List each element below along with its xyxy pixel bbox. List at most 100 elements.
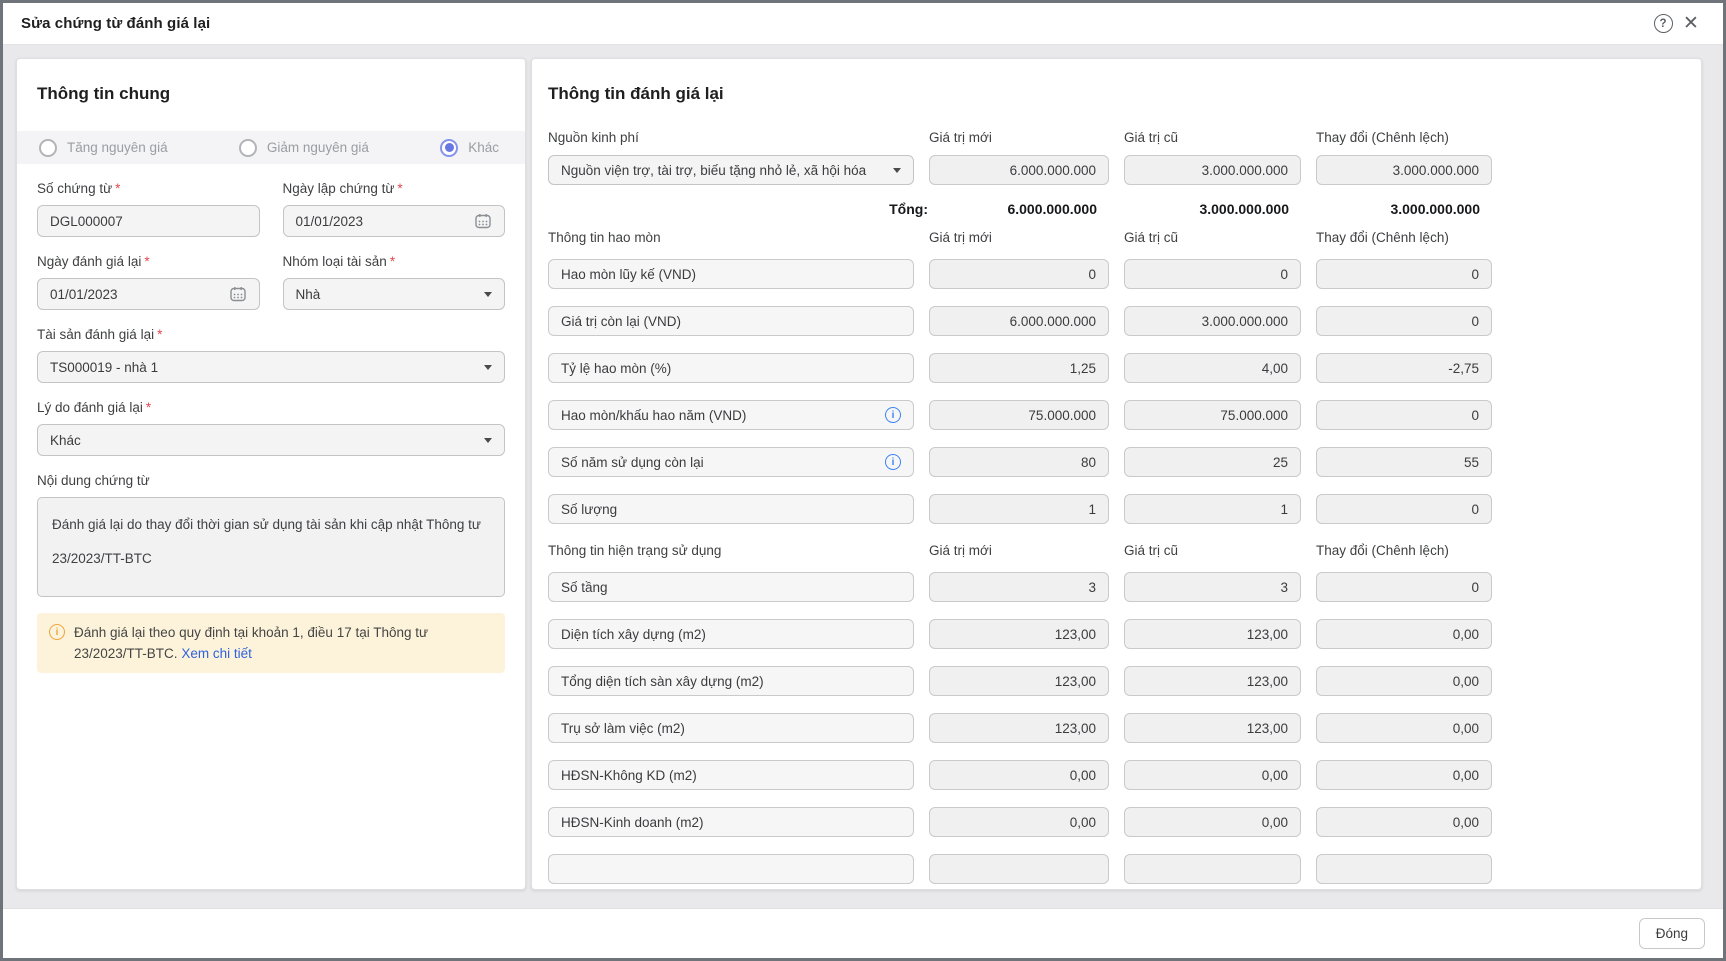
table-row: Nguồn viện trợ, tài trợ, biếu tặng nhỏ l… [548, 155, 1685, 185]
value-new-input[interactable]: 123,00 [929, 666, 1109, 696]
totals-row: Tổng: 6.000.000.000 3.000.000.000 3.000.… [548, 201, 1685, 217]
value-old-input[interactable] [1124, 854, 1301, 884]
value-diff-input[interactable]: 0,00 [1316, 807, 1492, 837]
asset-group-select[interactable]: Nhà [282, 278, 505, 310]
value-new-input[interactable] [929, 854, 1109, 884]
value-new-input[interactable]: 0 [929, 259, 1109, 289]
value-new-input[interactable]: 123,00 [929, 619, 1109, 649]
help-button[interactable]: ? [1649, 10, 1677, 38]
view-details-link[interactable]: Xem chi tiết [181, 646, 252, 661]
field-label: Tài sản đánh giá lại * [37, 327, 163, 342]
usage-status-header-row: Thông tin hiện trạng sử dụng Giá trị mới… [548, 542, 1685, 560]
value-new-input[interactable]: 0,00 [929, 760, 1109, 790]
col-header-diff: Thay đổi (Chênh lệch) [1316, 230, 1449, 245]
section-label: Thông tin hao mòn [548, 230, 661, 245]
row-label-box: HĐSN-Kinh doanh (m2) [548, 807, 914, 837]
general-info-panel: Thông tin chung Tăng nguyên giá Giảm ngu… [16, 58, 526, 890]
info-icon[interactable]: i [885, 407, 901, 423]
chevron-down-icon [893, 167, 901, 173]
dialog-body: Thông tin chung Tăng nguyên giá Giảm ngu… [3, 45, 1723, 908]
value-diff-input[interactable]: 0,00 [1316, 666, 1492, 696]
col-header-old: Giá trị cũ [1124, 130, 1179, 145]
value-diff-input[interactable]: 0 [1316, 306, 1492, 336]
value-diff-input[interactable]: 0 [1316, 400, 1492, 430]
row-label-box: Hao mòn/khấu hao năm (VND) i [548, 400, 914, 430]
field-label: Lý do đánh giá lại * [37, 400, 152, 415]
funding-diff-input[interactable]: 3.000.000.000 [1316, 155, 1492, 185]
close-button[interactable]: ✕ [1677, 10, 1705, 38]
field-label: Ngày lập chứng từ * [282, 181, 403, 196]
radio-giam-nguyen-gia[interactable]: Giảm nguyên giá [238, 138, 369, 157]
total-old: 3.000.000.000 [1199, 201, 1289, 217]
document-number-field[interactable]: DGL000007 [37, 205, 260, 237]
value-diff-input[interactable] [1316, 854, 1492, 884]
value-old-input[interactable]: 4,00 [1124, 353, 1301, 383]
value-new-input[interactable]: 75.000.000 [929, 400, 1109, 430]
total-diff: 3.000.000.000 [1390, 201, 1480, 217]
reason-select[interactable]: Khác [37, 424, 505, 456]
funding-old-input[interactable]: 3.000.000.000 [1124, 155, 1301, 185]
asset-select[interactable]: TS000019 - nhà 1 [37, 351, 505, 383]
value-diff-input[interactable]: 0 [1316, 259, 1492, 289]
value-old-input[interactable]: 25 [1124, 447, 1301, 477]
value-diff-input[interactable]: 0,00 [1316, 713, 1492, 743]
value-new-input[interactable]: 1,25 [929, 353, 1109, 383]
row-label-box: Tỷ lệ hao mòn (%) [548, 353, 914, 383]
value-new-input[interactable]: 123,00 [929, 713, 1109, 743]
value-old-input[interactable]: 123,00 [1124, 713, 1301, 743]
table-row: Số năm sử dụng còn lại i 80 25 55 [548, 447, 1685, 477]
info-icon[interactable]: i [885, 454, 901, 470]
value-old-input[interactable]: 0 [1124, 259, 1301, 289]
regulation-note: i Đánh giá lại theo quy định tại khoản 1… [37, 613, 505, 673]
funding-new-input[interactable]: 6.000.000.000 [929, 155, 1109, 185]
radio-khac[interactable]: Khác [440, 138, 499, 157]
radio-tang-nguyen-gia[interactable]: Tăng nguyên giá [39, 138, 168, 157]
value-diff-input[interactable]: 55 [1316, 447, 1492, 477]
funding-source-select[interactable]: Nguồn viện trợ, tài trợ, biếu tặng nhỏ l… [548, 155, 914, 185]
value-old-input[interactable]: 1 [1124, 494, 1301, 524]
document-date-field[interactable]: 01/01/2023 [282, 205, 505, 237]
value-old-input[interactable]: 75.000.000 [1124, 400, 1301, 430]
value-diff-input[interactable]: 0 [1316, 572, 1492, 602]
total-new: 6.000.000.000 [1007, 201, 1097, 217]
value-new-input[interactable]: 6.000.000.000 [929, 306, 1109, 336]
value-new-input[interactable]: 1 [929, 494, 1109, 524]
dialog-footer: Đóng [3, 908, 1723, 958]
required-asterisk: * [157, 327, 163, 342]
col-header-new: Giá trị mới [929, 130, 992, 145]
chevron-down-icon [484, 437, 492, 443]
funding-header-row: Nguồn kinh phí Giá trị mới Giá trị cũ Th… [548, 129, 1685, 147]
value-new-input[interactable]: 0,00 [929, 807, 1109, 837]
value-new-input[interactable]: 80 [929, 447, 1109, 477]
value-old-input[interactable]: 0,00 [1124, 807, 1301, 837]
value-old-input[interactable]: 123,00 [1124, 619, 1301, 649]
value-old-input[interactable]: 0,00 [1124, 760, 1301, 790]
value-old-input[interactable]: 3.000.000.000 [1124, 306, 1301, 336]
calendar-icon[interactable] [229, 285, 247, 303]
radio-unchecked-icon [39, 138, 57, 157]
depreciation-header-row: Thông tin hao mòn Giá trị mới Giá trị cũ… [548, 229, 1685, 247]
value-diff-input[interactable]: 0 [1316, 494, 1492, 524]
required-asterisk: * [115, 181, 121, 196]
col-header-diff: Thay đổi (Chênh lệch) [1316, 543, 1449, 558]
close-dialog-button[interactable]: Đóng [1638, 918, 1705, 949]
value-diff-input[interactable]: 0,00 [1316, 760, 1492, 790]
value-old-input[interactable]: 123,00 [1124, 666, 1301, 696]
field-label: Nội dung chứng từ [37, 473, 150, 488]
col-header-old: Giá trị cũ [1124, 543, 1179, 558]
section-label: Thông tin hiện trạng sử dụng [548, 543, 722, 558]
revaluation-date-field[interactable]: 01/01/2023 [37, 278, 260, 310]
row-label-box: Số năm sử dụng còn lại i [548, 447, 914, 477]
value-diff-input[interactable]: 0,00 [1316, 619, 1492, 649]
document-content-textarea[interactable]: Đánh giá lại do thay đổi thời gian sử dụ… [37, 497, 505, 597]
col-header-new: Giá trị mới [929, 543, 992, 558]
required-asterisk: * [145, 400, 152, 415]
row-label-box: Diện tích xây dựng (m2) [548, 619, 914, 649]
value-old-input[interactable]: 3 [1124, 572, 1301, 602]
value-diff-input[interactable]: -2,75 [1316, 353, 1492, 383]
table-row: Tỷ lệ hao mòn (%) 1,25 4,00 -2,75 [548, 353, 1685, 383]
total-label: Tổng: [889, 201, 928, 217]
value-new-input[interactable]: 3 [929, 572, 1109, 602]
calendar-icon[interactable] [474, 212, 492, 230]
table-row: HĐSN-Không KD (m2) 0,00 0,00 0,00 [548, 760, 1685, 790]
